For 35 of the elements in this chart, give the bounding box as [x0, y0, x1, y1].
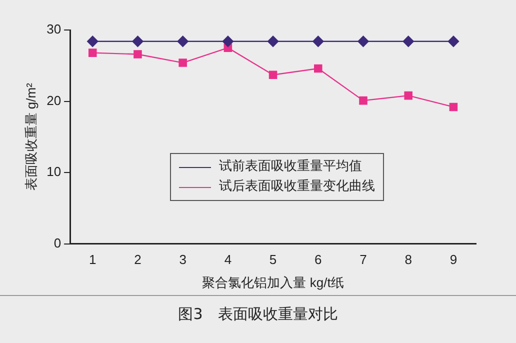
y-axis-title: 表面吸收重量 g/m²	[23, 82, 38, 191]
point	[312, 36, 324, 48]
y-tick-label: 30	[46, 22, 62, 37]
x-tick-label: 3	[179, 252, 186, 268]
x-axis-title: 聚合氯化铝加入量 kg/t纸	[202, 274, 344, 290]
point	[359, 96, 368, 105]
y-tick-label: 20	[46, 92, 62, 108]
point	[132, 36, 144, 48]
x-tick-label: 2	[134, 252, 142, 268]
point	[358, 36, 369, 48]
x-tick-label: 8	[404, 252, 412, 268]
legend-label: 试后表面吸收重量变化曲线	[219, 178, 375, 196]
point	[314, 64, 322, 73]
x-tick-label: 4	[224, 252, 232, 268]
y-tick-label: 0	[54, 235, 62, 250]
x-tick-label: 7	[360, 252, 367, 268]
point	[449, 102, 458, 112]
point	[178, 58, 187, 67]
point	[87, 36, 98, 48]
x-tick-label: 1	[88, 252, 96, 268]
text: 图3 表面吸收重量对比	[177, 305, 339, 324]
point	[402, 36, 414, 48]
point	[267, 36, 279, 48]
point	[134, 50, 142, 58]
point	[404, 91, 412, 100]
point	[268, 70, 278, 80]
legend-label: 试前表面吸收重量平均值	[219, 158, 362, 176]
x-tick-label: 6	[314, 252, 322, 268]
point	[222, 36, 234, 48]
x-tick-label: 9	[450, 252, 458, 268]
point	[448, 36, 460, 48]
point	[177, 36, 188, 48]
y-tick-label: 10	[46, 164, 62, 180]
point	[88, 48, 97, 57]
x-tick-label: 5	[269, 252, 277, 268]
